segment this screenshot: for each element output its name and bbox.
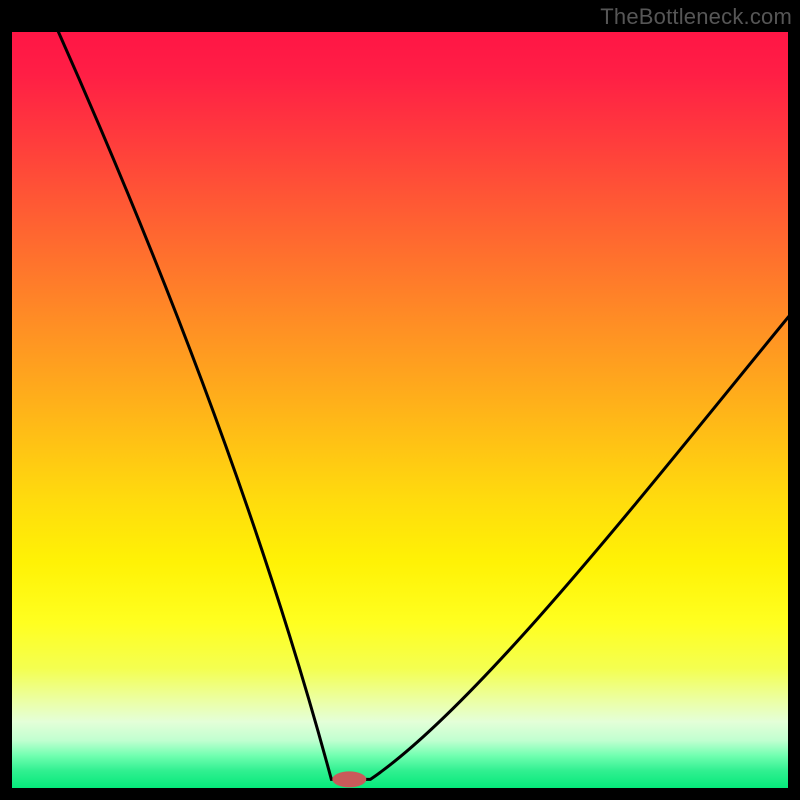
stage: TheBottleneck.com [0, 0, 800, 800]
chart-svg [0, 0, 800, 800]
plot-area [10, 30, 790, 790]
optimal-marker [332, 771, 366, 787]
watermark-text: TheBottleneck.com [600, 4, 792, 30]
gradient-background [10, 30, 790, 790]
